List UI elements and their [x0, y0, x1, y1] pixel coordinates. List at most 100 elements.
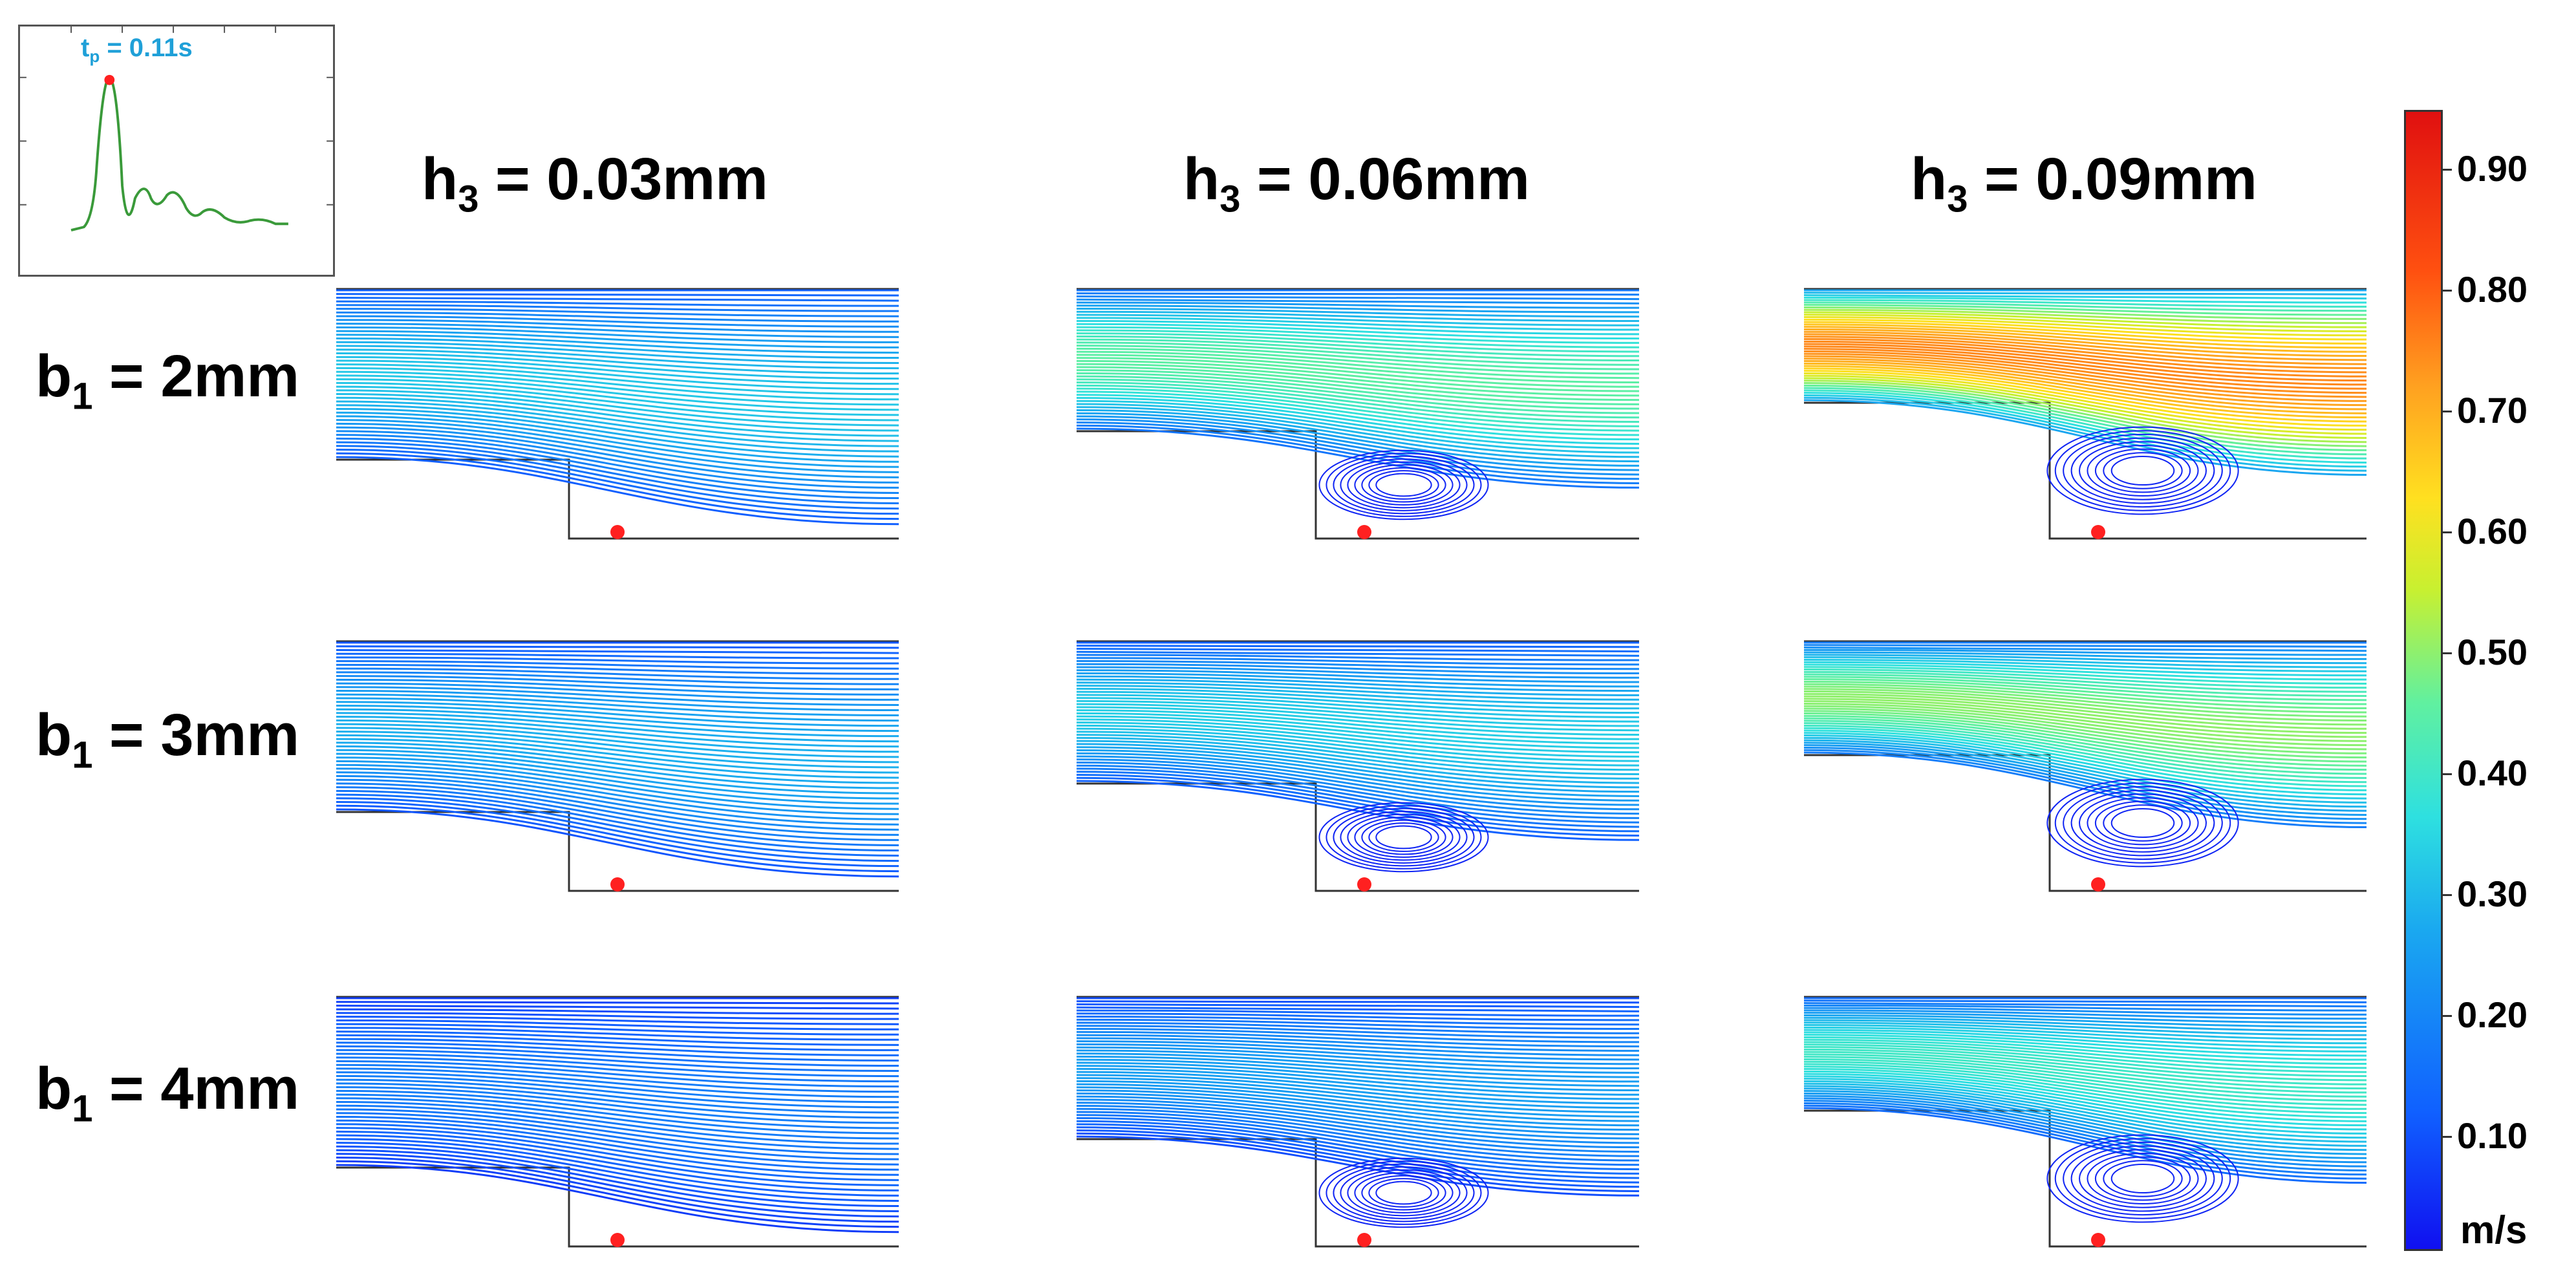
streamline	[1804, 666, 2367, 685]
streamline	[1804, 352, 2367, 398]
streamline	[336, 304, 899, 312]
streamline	[336, 315, 899, 328]
streamline	[1804, 1014, 2367, 1028]
streamline	[336, 378, 899, 416]
row-header-b1-4mm: b1 = 4mm	[36, 1056, 300, 1130]
streamline	[336, 374, 899, 411]
streamline	[1077, 415, 1639, 471]
streamline	[1077, 663, 1639, 674]
streamline	[1804, 1075, 2367, 1131]
streamline	[336, 434, 899, 494]
streamline	[1077, 317, 1639, 331]
streamline	[336, 293, 899, 297]
streamline	[1077, 1120, 1639, 1175]
streamline	[336, 731, 899, 769]
vortex-streamline	[2054, 782, 2231, 864]
streamline	[1077, 1025, 1639, 1039]
streamline	[1077, 700, 1639, 727]
streamline	[336, 1067, 899, 1098]
streamline	[1804, 1036, 2367, 1065]
streamline	[1804, 739, 2367, 808]
vortex-streamline	[1318, 449, 1489, 520]
streamline	[1804, 1041, 2367, 1073]
vortex-streamline	[1368, 1178, 1439, 1208]
streamline	[1077, 685, 1639, 705]
streamline	[1077, 326, 1639, 344]
streamline	[1077, 715, 1639, 749]
streamline	[1077, 1089, 1639, 1131]
vortex-streamline	[1340, 458, 1468, 511]
streamline	[1077, 1098, 1639, 1144]
streamline	[1804, 304, 2367, 316]
vortex-streamline	[2070, 1145, 2215, 1212]
vortex-streamline	[1326, 1160, 1482, 1225]
streamline	[1804, 355, 2367, 402]
streamline	[336, 719, 899, 753]
vortex-streamline	[1375, 473, 1432, 497]
streamline	[336, 407, 899, 458]
streamline-panel	[1804, 996, 2367, 1248]
streamline	[336, 1089, 899, 1129]
streamline	[1804, 744, 2367, 816]
streamline	[336, 311, 899, 323]
streamline	[1077, 400, 1639, 449]
streamline	[1804, 365, 2367, 419]
streamline	[336, 1119, 899, 1171]
streamline	[1804, 1085, 2367, 1147]
streamline	[336, 782, 899, 841]
column-header-h3-009: h3 = 0.09mm	[1911, 146, 2257, 220]
streamline	[336, 708, 899, 738]
streamline	[1077, 424, 1639, 485]
streamline	[1077, 675, 1639, 692]
streamline	[336, 385, 899, 427]
streamline	[1804, 644, 2367, 648]
streamline	[336, 1157, 899, 1223]
streamline	[336, 341, 899, 365]
streamline	[1804, 360, 2367, 411]
streamline	[1804, 1102, 2367, 1176]
velocity-colorbar	[2404, 110, 2443, 1251]
streamline	[1804, 670, 2367, 693]
streamline	[1804, 336, 2367, 370]
streamline	[1804, 732, 2367, 796]
streamline	[1804, 1002, 2367, 1008]
streamline	[1804, 700, 2367, 742]
streamline	[1077, 1123, 1639, 1179]
streamline	[1804, 705, 2367, 751]
streamline	[1077, 1102, 1639, 1149]
streamline	[1804, 1051, 2367, 1090]
streamline	[1804, 1016, 2367, 1032]
streamline	[1804, 1004, 2367, 1012]
streamline	[1804, 720, 2367, 775]
colorbar-tick-label: 0.40	[2443, 753, 2528, 793]
streamline	[1804, 724, 2367, 784]
streamline	[1077, 357, 1639, 388]
streamline	[1077, 1034, 1639, 1052]
streamline	[1804, 999, 2367, 1003]
streamline	[336, 323, 899, 338]
streamline	[1077, 345, 1639, 370]
streamline	[1804, 396, 2367, 472]
streamline	[1804, 656, 2367, 668]
streamline	[1804, 1034, 2367, 1061]
streamline	[336, 756, 899, 805]
streamline	[1804, 358, 2367, 407]
streamline-panel	[1077, 640, 1639, 892]
streamline	[1804, 394, 2367, 468]
streamline	[336, 656, 899, 665]
streamline	[336, 393, 899, 437]
vortex-streamline	[1375, 825, 1432, 849]
streamline	[1804, 1019, 2367, 1036]
streamline	[1804, 1065, 2367, 1115]
vortex-streamline	[2110, 1163, 2175, 1194]
streamline	[1077, 678, 1639, 696]
vortex-streamline	[1354, 1172, 1454, 1213]
streamline	[1077, 1058, 1639, 1087]
inset-peak-label: tp = 0.11s	[81, 34, 193, 66]
colorbar-tick-label: 0.90	[2443, 148, 2528, 189]
streamline	[1804, 680, 2367, 710]
streamline	[1804, 676, 2367, 701]
streamline	[1077, 1006, 1639, 1012]
streamline	[1077, 755, 1639, 806]
streamline	[336, 1052, 899, 1078]
